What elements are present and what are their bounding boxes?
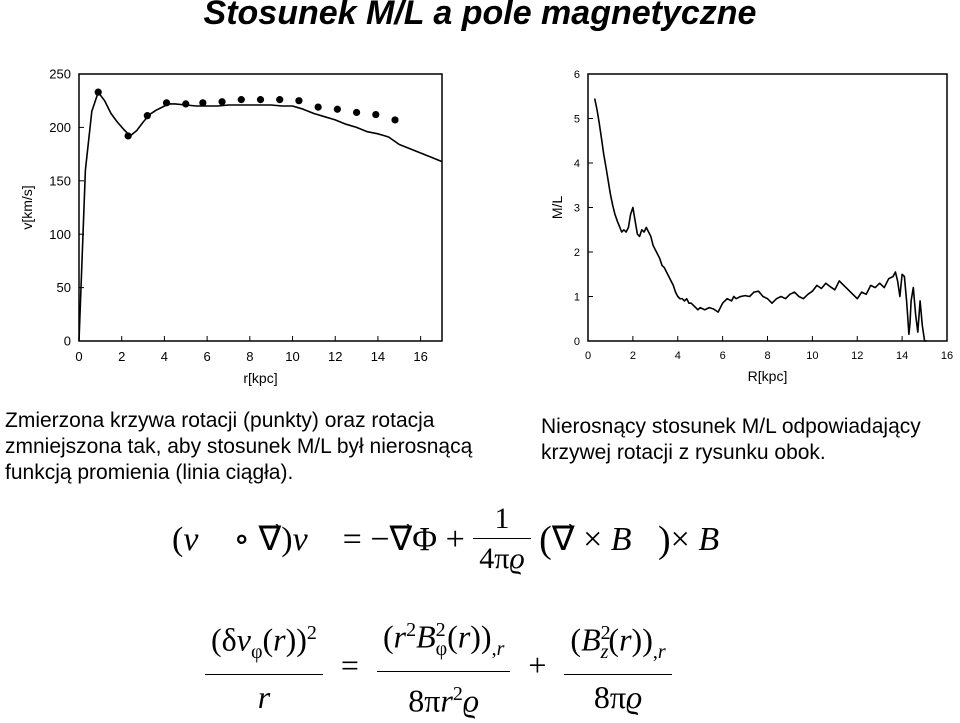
- y-tick-label: 100: [49, 227, 71, 242]
- data-point: [143, 112, 151, 120]
- y-tick-label: 50: [57, 280, 71, 295]
- series-line: [78, 91, 443, 342]
- plot-frame: [587, 73, 948, 342]
- x-tick-label: 0: [75, 349, 82, 364]
- y-tick-label: 0: [574, 336, 580, 348]
- data-point: [276, 96, 284, 104]
- caption-right: Nierosnący stosunek M/L odpowiadający kr…: [541, 415, 921, 464]
- y-tick-label: 0: [64, 334, 71, 349]
- y-tick-label: 3: [574, 202, 580, 214]
- x-tick-label: 2: [118, 349, 125, 364]
- x-tick-label: 10: [285, 349, 299, 364]
- y-tick-label: 2: [574, 247, 580, 259]
- x-tick-label: 2: [630, 350, 636, 362]
- x-tick-label: 10: [806, 350, 818, 362]
- y-tick-label: 1: [574, 291, 580, 303]
- x-tick-label: 6: [204, 349, 211, 364]
- x-axis-label: R[kpc]: [748, 368, 788, 384]
- data-point: [372, 110, 380, 119]
- series-line: [593, 98, 927, 342]
- plot-frame: [78, 73, 443, 342]
- data-point: [352, 108, 361, 117]
- data-point: [314, 103, 322, 111]
- y-tick-label: 150: [49, 173, 71, 188]
- x-tick-label: 16: [413, 349, 427, 364]
- y-axis-label: v[km/s]: [19, 185, 35, 229]
- data-point: [199, 99, 207, 107]
- y-axis-label: M/L: [549, 196, 565, 220]
- y-tick-label: 250: [49, 67, 71, 82]
- y-tick-label: 5: [574, 113, 580, 125]
- y-tick-label: 200: [49, 120, 71, 135]
- data-point: [295, 97, 303, 105]
- data-point: [237, 96, 245, 104]
- x-tick-label: 6: [720, 350, 726, 362]
- x-tick-label: 12: [851, 350, 863, 362]
- data-point: [391, 116, 399, 124]
- equation-momentum: (v⃗ ∘ ∇⃗)v⃗ = −∇⃗Φ + 1 4πϱ (∇⃗ × B⃗) × B⃗: [172, 502, 746, 575]
- slide-title: Stosunek M/L a pole magnetyczne: [203, 0, 757, 32]
- x-tick-label: 0: [585, 350, 591, 362]
- data-point: [124, 132, 132, 140]
- equation-balance: (δvφ(r))2 r = (r2B2φ(r)),r 8πr2ϱ + (B2z(r)…: [205, 608, 672, 723]
- x-tick-label: 8: [764, 350, 770, 362]
- data-point: [256, 96, 265, 104]
- x-tick-label: 16: [941, 350, 953, 362]
- x-tick-label: 14: [371, 349, 385, 364]
- y-tick-label: 6: [574, 69, 580, 81]
- x-tick-label: 12: [328, 349, 342, 364]
- x-axis-label: r[kpc]: [243, 370, 277, 386]
- y-tick-label: 4: [574, 158, 580, 170]
- x-tick-label: 14: [896, 350, 908, 362]
- x-tick-label: 4: [161, 349, 168, 364]
- data-point: [182, 100, 190, 108]
- x-tick-label: 4: [675, 350, 681, 362]
- x-tick-label: 8: [246, 349, 253, 364]
- data-point: [218, 98, 226, 106]
- caption-left: Zmierzona krzywa rotacji (punkty) oraz r…: [5, 409, 473, 484]
- data-point: [333, 105, 341, 113]
- rotation-curve-chart: 0 2 4 6 8 10 12 14 16 0 50 100 150 200 250 r[kpc] v[km/s…: [19, 67, 443, 386]
